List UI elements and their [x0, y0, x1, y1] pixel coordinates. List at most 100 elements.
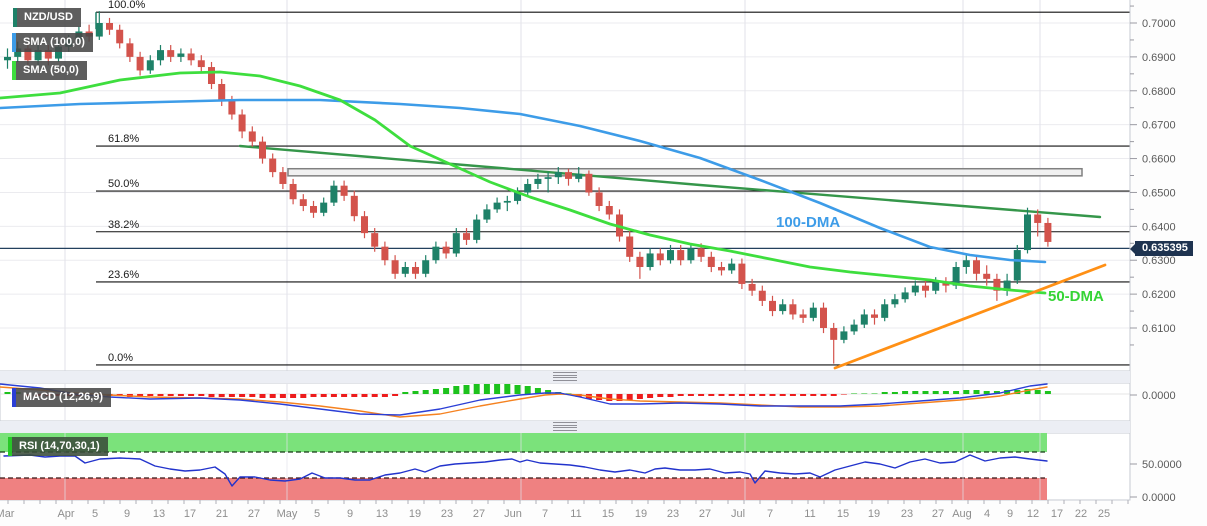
symbol-legend[interactable]: NZD/USD: [13, 8, 81, 27]
time-tick-label: 4: [984, 508, 990, 520]
panel-divider-1: [0, 371, 1130, 383]
macd-bar: [483, 384, 490, 394]
candle-body: [157, 50, 164, 61]
macd-bar: [177, 394, 184, 396]
macd-bar: [514, 385, 521, 394]
macd-bar: [239, 394, 246, 397]
macd-bar: [728, 394, 735, 396]
fib-label: 0.0%: [108, 352, 133, 364]
candle-body: [585, 173, 593, 193]
macd-bar: [330, 394, 337, 397]
macd-bar: [463, 385, 470, 394]
macd-bar: [647, 394, 654, 398]
candle-body: [228, 100, 236, 115]
panel-resize-handle-icon[interactable]: [553, 372, 577, 381]
candle-body: [1013, 250, 1021, 281]
sma100-legend[interactable]: SMA (100,0): [12, 33, 93, 52]
candle-body: [809, 307, 817, 318]
rsi-color-bar-icon: [8, 437, 12, 456]
macd-bar: [932, 391, 939, 394]
macd-bar: [208, 394, 215, 397]
panel-divider-2: [0, 421, 1130, 433]
time-tick-label: 23: [667, 508, 679, 520]
rsi-overbought-band: [0, 433, 1047, 452]
macd-line: [0, 383, 1048, 416]
macd-bar: [1044, 391, 1051, 394]
candle-body: [952, 267, 960, 286]
candle-body: [881, 304, 889, 318]
price-tick-label: 0.6200: [1142, 289, 1176, 301]
candle-body: [126, 43, 134, 57]
macd-bar: [1034, 390, 1041, 394]
macd-bar: [157, 394, 164, 396]
candle-body: [687, 248, 695, 261]
candle-body: [565, 172, 572, 179]
candle-body: [483, 209, 491, 220]
time-tick-label: 19: [635, 508, 647, 520]
price-tick-label: 0.6700: [1142, 120, 1176, 132]
candle-body: [748, 283, 756, 291]
macd-bar: [392, 394, 399, 396]
trendline-green: [238, 144, 1102, 219]
candle-body: [860, 314, 868, 325]
rsi-legend[interactable]: RSI (14,70,30,1): [8, 437, 108, 456]
sma100-color-bar-icon: [12, 33, 16, 52]
time-axis: Mar Apr 5 9 13 17 21 27 May 5 9 13 19 23 27 Jun 7 11 15 19 2…: [0, 500, 1129, 520]
candle-body: [993, 278, 1001, 291]
candle-body: [595, 192, 603, 207]
candle-body: [340, 185, 348, 196]
macd-bar: [361, 394, 368, 397]
macd-bar: [942, 391, 949, 394]
panel-resize-handle-icon[interactable]: [553, 422, 577, 431]
candle-body: [146, 60, 154, 71]
candle-body: [473, 219, 481, 240]
candle-body: [697, 248, 705, 257]
macd-bar: [351, 394, 358, 397]
candle-body: [391, 260, 399, 274]
macd-bar: [198, 394, 205, 396]
candle-body: [738, 263, 746, 284]
candle-body: [1034, 214, 1042, 223]
macd-bar: [636, 394, 643, 399]
time-tick-label: 5: [92, 508, 98, 520]
time-axis-strip[interactable]: [0, 500, 1207, 526]
candle-body: [514, 192, 521, 201]
candle-body: [646, 253, 654, 268]
macd-bar: [851, 393, 858, 394]
candle-body: [891, 299, 899, 305]
macd-bar: [840, 394, 847, 395]
time-tick-label: 27: [248, 508, 260, 520]
candle-body: [432, 246, 440, 261]
candle-body: [769, 300, 776, 312]
candle-body: [799, 314, 807, 318]
macd-bar: [565, 393, 572, 394]
rsi-axis-zero-label: 0.0000: [1142, 492, 1176, 504]
candle-body: [503, 200, 511, 203]
candle-body: [412, 267, 419, 274]
macd-bar: [912, 391, 919, 394]
macd-bar: [738, 394, 745, 396]
macd-bar: [687, 394, 694, 396]
macd-bar: [300, 394, 307, 398]
time-tick-label: 7: [767, 508, 773, 520]
candle-body: [167, 50, 175, 57]
time-tick-label: Jun: [504, 508, 522, 520]
macd-bar: [922, 391, 929, 394]
macd-bar: [504, 384, 511, 394]
fib-label: 100.0%: [108, 0, 146, 11]
time-tick-label: 12: [1027, 508, 1039, 520]
time-tick-label: 9: [347, 508, 353, 520]
last-price-badge: 0.635395: [1130, 241, 1193, 256]
macd-bar: [657, 394, 664, 397]
macd-bar: [167, 394, 174, 396]
macd-bar: [188, 394, 195, 396]
macd-bar: [891, 392, 898, 394]
candle-body: [1024, 214, 1031, 251]
macd-bar: [973, 390, 980, 394]
candle-body: [330, 185, 338, 203]
candle-body: [779, 304, 787, 312]
sma50-legend[interactable]: SMA (50,0): [12, 61, 87, 80]
candle-body: [14, 48, 22, 57]
macd-bar: [769, 394, 776, 396]
macd-legend[interactable]: MACD (12,26,9): [12, 388, 112, 407]
